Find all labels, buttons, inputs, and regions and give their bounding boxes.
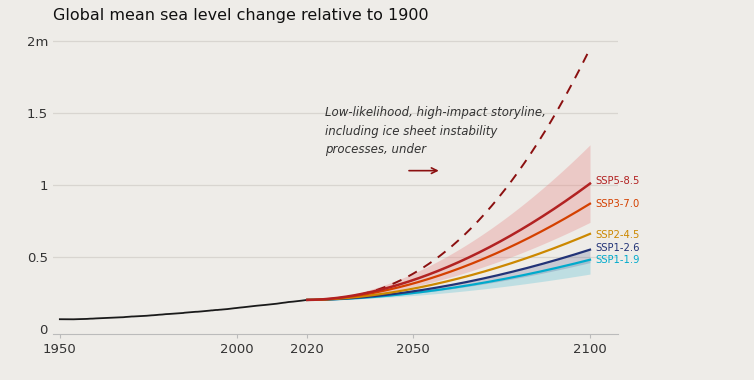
Text: SSP1-1.9: SSP1-1.9	[596, 255, 640, 265]
Text: Global mean sea level change relative to 1900: Global mean sea level change relative to…	[53, 8, 428, 23]
Text: Low-likelihood, ​high-impact storyline,: Low-likelihood, ​high-impact storyline,	[325, 106, 546, 119]
Text: SSP5-8.5: SSP5-8.5	[596, 176, 639, 186]
Text: SSP3-7.0: SSP3-7.0	[596, 200, 639, 209]
Text: including ice sheet instability: including ice sheet instability	[325, 125, 498, 138]
Text: processes, under: processes, under	[325, 143, 430, 156]
Text: SSP1-2.6: SSP1-2.6	[596, 243, 640, 253]
Text: SSP2-4.5: SSP2-4.5	[596, 230, 639, 239]
